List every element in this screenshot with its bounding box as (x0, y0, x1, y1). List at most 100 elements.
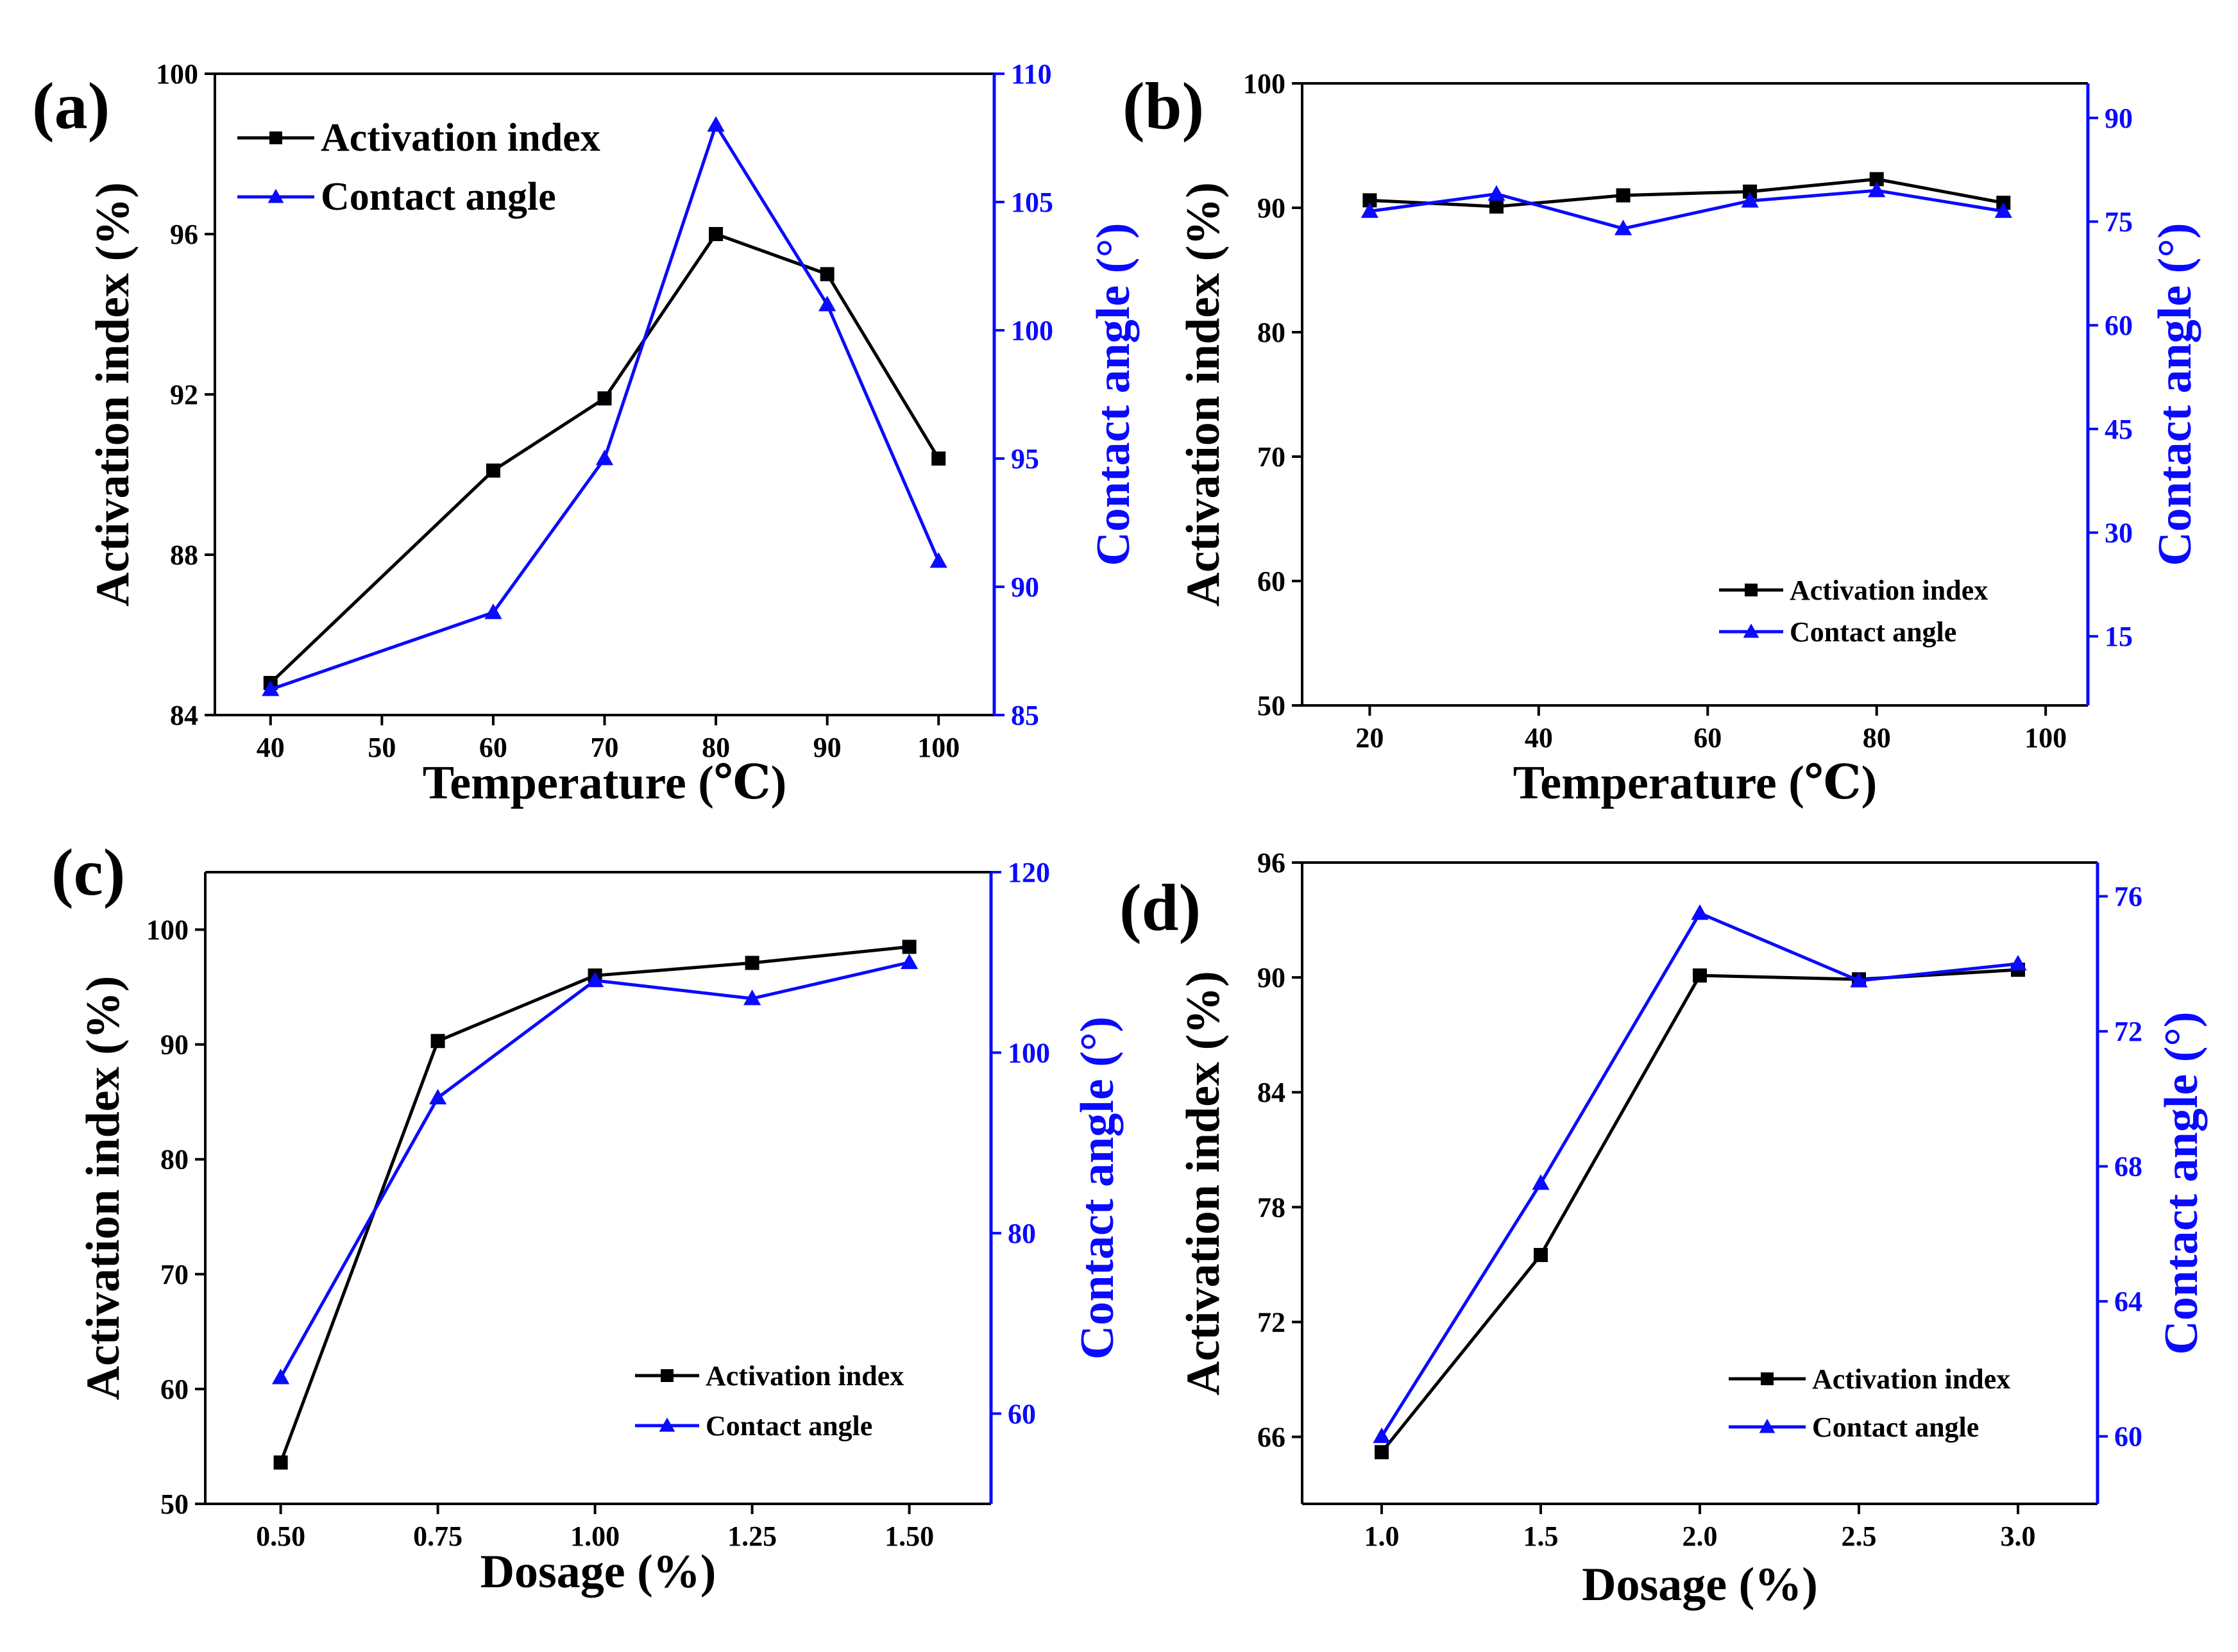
legend-marker (1743, 623, 1759, 638)
y2-tick-label: 60 (1008, 1398, 1036, 1429)
series-line-activation-index (269, 232, 940, 684)
y2-tick-label: 68 (2114, 1151, 2142, 1183)
data-point-activation-index (430, 1034, 445, 1049)
y-axis-label: Activation index (%) (1177, 971, 1230, 1395)
x-axis-label: Temperature (℃) (423, 757, 787, 809)
legend-label: Activation index (1790, 575, 1988, 606)
y-axis-label: Activation index (%) (87, 182, 139, 607)
x-tick-label: 1.25 (727, 1521, 777, 1552)
x-tick-label: 40 (257, 732, 285, 763)
data-point-activation-index (273, 1455, 288, 1470)
x-tick-label: 3.0 (2001, 1521, 2036, 1552)
x-tick-label: 1.50 (885, 1521, 934, 1552)
data-point-contact-angle (1488, 185, 1505, 201)
y-tick-label: 70 (160, 1259, 189, 1290)
data-point-activation-index (709, 227, 724, 241)
x-tick-label: 1.00 (570, 1521, 620, 1552)
legend-label: Contact angle (706, 1410, 872, 1442)
y-tick-label: 88 (170, 539, 198, 571)
y-tick-label: 90 (1257, 192, 1285, 224)
legend-marker (267, 189, 284, 203)
y-tick-label: 84 (1257, 1077, 1285, 1108)
x-axis-label: Dosage (%) (480, 1546, 716, 1598)
y2-tick-label: 90 (2105, 103, 2133, 134)
panel-label: (b) (1123, 69, 1204, 143)
legend-label: Activation index (1812, 1363, 2010, 1395)
data-point-contact-angle (595, 450, 614, 466)
x-tick-label: 100 (917, 732, 960, 763)
data-point-activation-index (486, 463, 500, 478)
legend-label: Activation index (321, 116, 600, 160)
y2-axis-label: Contact angle (°) (2149, 223, 2201, 566)
panel-label: (a) (32, 69, 110, 143)
y-axis-label: Activation index (%) (1177, 182, 1230, 607)
y-axis-label: Activation index (%) (77, 976, 130, 1401)
y-tick-label: 92 (170, 379, 198, 410)
y2-axis-label: Contact angle (°) (1071, 1016, 1124, 1360)
data-point-contact-angle (1994, 202, 2012, 218)
y2-tick-label: 110 (1011, 58, 1052, 90)
legend-label: Contact angle (321, 175, 556, 219)
y2-tick-label: 60 (2105, 310, 2133, 341)
data-point-activation-index (1743, 184, 1758, 199)
data-point-contact-angle (484, 603, 502, 620)
y-tick-label: 70 (1257, 441, 1285, 473)
legend-label: Contact angle (1812, 1412, 1979, 1443)
data-point-contact-angle (428, 1088, 447, 1105)
y-tick-label: 90 (1257, 962, 1285, 993)
series-line-contact-angle (1380, 911, 2019, 1438)
y-tick-label: 100 (1243, 68, 1285, 99)
data-point-activation-index (931, 451, 946, 466)
data-point-contact-angle (271, 1369, 290, 1385)
data-point-contact-angle (743, 990, 761, 1006)
y-tick-label: 72 (1257, 1306, 1285, 1338)
data-point-activation-index (1489, 199, 1504, 214)
chart-panel-c: 0.50 0.75 1.00 1.25 1.50 50 60 70 80 90 100 60 80 100… (51, 836, 1124, 1598)
series-line-activation-index (1369, 177, 2004, 208)
data-point-contact-angle (1614, 219, 1632, 235)
data-point-contact-angle (900, 953, 919, 970)
y2-tick-label: 95 (1011, 443, 1039, 475)
y2-axis-label: Contact angle (°) (2155, 1011, 2208, 1354)
y-tick-label: 60 (160, 1374, 189, 1405)
x-tick-label: 1.5 (1523, 1521, 1559, 1552)
data-point-activation-index (1534, 1247, 1548, 1262)
y-tick-label: 96 (1257, 847, 1285, 879)
data-point-contact-angle (2009, 955, 2027, 971)
x-tick-label: 40 (1525, 722, 1553, 754)
y-tick-label: 50 (160, 1488, 189, 1520)
y-tick-label: 90 (160, 1029, 189, 1061)
legend-marker (1761, 1372, 1774, 1385)
y-tick-label: 100 (156, 58, 198, 90)
legend-marker (1745, 584, 1758, 596)
y2-tick-label: 60 (2114, 1421, 2142, 1453)
y-tick-label: 50 (1257, 690, 1285, 721)
data-point-contact-angle (1532, 1174, 1550, 1190)
y2-tick-label: 76 (2114, 881, 2142, 913)
data-point-activation-index (745, 956, 759, 970)
x-tick-label: 60 (1693, 722, 1722, 754)
x-tick-label: 60 (479, 732, 507, 763)
chart-panel-d: 1.0 1.5 2.0 2.5 3.0 66 72 78 84 90 96 60 64 68 72 76 Dos… (1119, 847, 2208, 1611)
y2-tick-label: 15 (2105, 621, 2133, 652)
data-point-contact-angle (586, 971, 604, 988)
y-tick-label: 96 (170, 219, 198, 250)
data-point-contact-angle (707, 116, 725, 132)
data-point-activation-index (820, 267, 835, 282)
x-tick-label: 100 (2024, 722, 2067, 754)
y-tick-label: 78 (1257, 1192, 1285, 1223)
x-tick-label: 1.0 (1364, 1521, 1400, 1552)
data-point-contact-angle (1691, 904, 1709, 920)
x-tick-label: 90 (813, 732, 842, 763)
data-point-activation-index (1362, 193, 1377, 208)
y2-tick-label: 85 (1011, 700, 1039, 731)
y2-tick-label: 75 (2105, 206, 2133, 238)
data-point-contact-angle (1373, 1427, 1391, 1444)
chart-panel-b: 20 40 60 80 100 50 60 70 80 90 100 15 30 45 60 75 90 Temp… (1123, 68, 2201, 809)
y-tick-label: 80 (160, 1144, 189, 1176)
y-tick-label: 60 (1257, 566, 1285, 597)
data-point-activation-index (1869, 172, 1884, 187)
data-point-activation-index (902, 940, 917, 954)
x-tick-label: 80 (1863, 722, 1891, 754)
